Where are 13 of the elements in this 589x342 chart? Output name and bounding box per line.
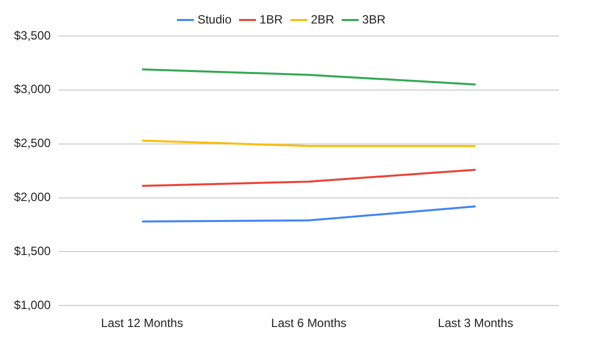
x-tick-label: Last 6 Months (271, 316, 347, 330)
y-tick-label: $3,000 (14, 82, 52, 96)
y-tick-label: $3,500 (14, 28, 52, 42)
x-tick-label: Last 3 Months (438, 316, 514, 330)
y-tick-label: $1,000 (14, 298, 52, 312)
y-tick-label: $1,500 (14, 244, 52, 258)
x-tick-label: Last 12 Months (101, 316, 184, 330)
legend-label: 3BR (362, 12, 386, 26)
legend-label: Studio (197, 12, 232, 26)
legend-label: 1BR (259, 12, 284, 26)
y-tick-label: $2,000 (14, 190, 52, 204)
y-tick-label: $2,500 (14, 136, 52, 150)
legend-label: 2BR (310, 12, 335, 26)
